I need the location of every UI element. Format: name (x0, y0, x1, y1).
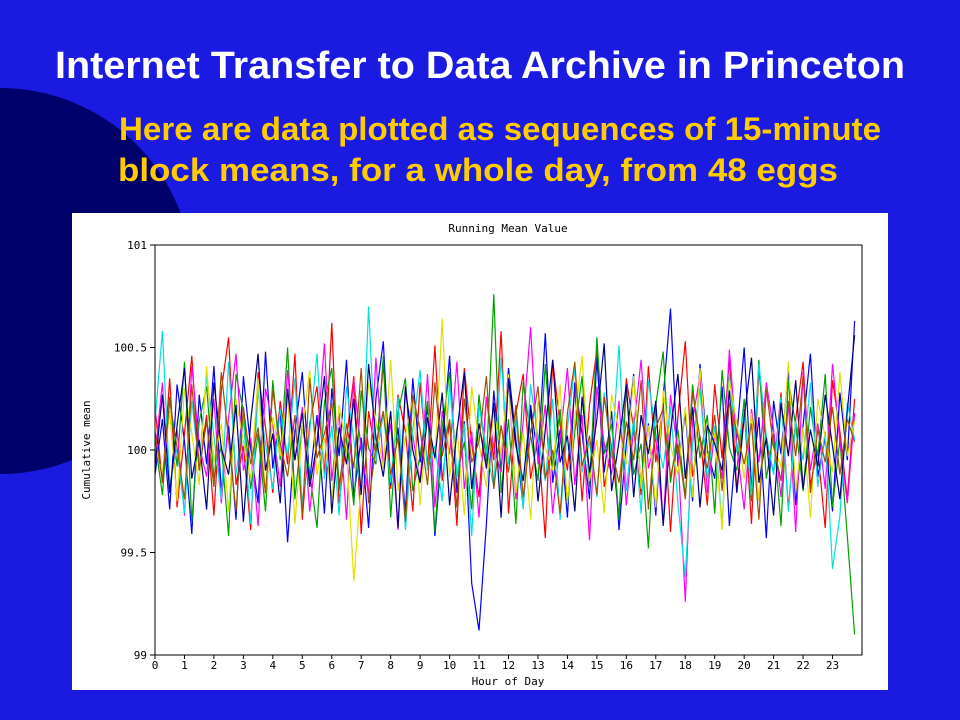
x-tick-label: 18 (679, 659, 692, 672)
data-line (154, 318, 856, 582)
x-tick-label: 7 (358, 659, 365, 672)
y-tick-label: 101 (127, 239, 147, 252)
data-line (154, 361, 856, 522)
x-tick-label: 23 (826, 659, 839, 672)
slide-subtitle: Here are data plotted as sequences of 15… (119, 111, 881, 147)
x-axis-label: Hour of Day (472, 675, 545, 688)
slide-title: Internet Transfer to Data Archive in Pri… (55, 45, 905, 87)
y-tick-label: 100.5 (114, 342, 147, 355)
x-tick-label: 10 (443, 659, 456, 672)
x-tick-label: 13 (531, 659, 544, 672)
y-axis-label: Cumulative mean (80, 400, 93, 499)
x-tick-label: 8 (387, 659, 394, 672)
slide-subtitle: block means, for a whole day, from 48 eg… (118, 152, 838, 188)
x-tick-label: 11 (472, 659, 485, 672)
x-tick-label: 22 (796, 659, 809, 672)
x-tick-label: 5 (299, 659, 306, 672)
x-tick-label: 0 (152, 659, 159, 672)
x-tick-label: 17 (649, 659, 662, 672)
chart-title: Running Mean Value (448, 222, 567, 235)
data-line (154, 326, 856, 602)
y-tick-label: 99 (134, 649, 147, 662)
x-tick-label: 19 (708, 659, 721, 672)
x-tick-label: 21 (767, 659, 780, 672)
x-tick-label: 12 (502, 659, 515, 672)
x-tick-label: 15 (590, 659, 603, 672)
x-tick-label: 9 (417, 659, 424, 672)
x-tick-label: 2 (211, 659, 218, 672)
x-tick-label: 1 (181, 659, 188, 672)
x-tick-label: 20 (738, 659, 751, 672)
y-tick-label: 99.5 (121, 547, 148, 560)
x-tick-label: 3 (240, 659, 247, 672)
x-tick-label: 14 (561, 659, 575, 672)
y-tick-label: 100 (127, 444, 147, 457)
x-tick-label: 4 (270, 659, 277, 672)
chart: Running Mean Value Hour of Day Cumulativ… (80, 222, 863, 688)
x-tick-label: 6 (328, 659, 335, 672)
x-tick-label: 16 (620, 659, 633, 672)
